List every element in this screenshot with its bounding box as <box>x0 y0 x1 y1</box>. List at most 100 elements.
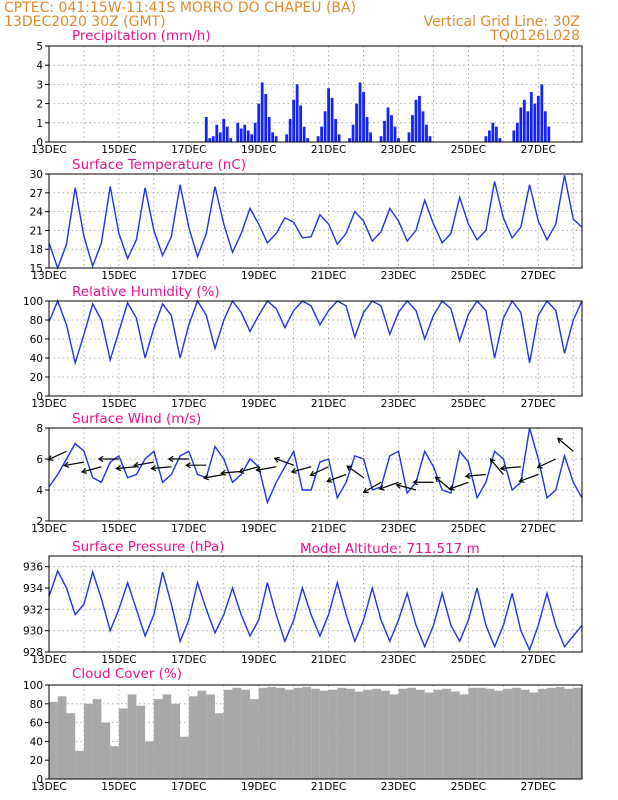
cloud-cover-bar <box>258 687 268 779</box>
precip-bar <box>204 117 208 142</box>
wind-arrow <box>412 479 434 486</box>
pressure-ytick-label: 934 <box>23 583 43 595</box>
cloud-cover-panel: 0 20 40 60 80 100 13DEC 15DEC 17DEC 19DEC 21DEC 23D… <box>23 666 583 793</box>
wind-arrow <box>499 465 521 472</box>
humidity-series-line <box>48 299 583 366</box>
wind-arrow <box>448 481 469 491</box>
precip-bar <box>519 107 523 142</box>
cloud-cover-bar <box>136 705 146 779</box>
wind-series-line <box>48 427 583 505</box>
precip-bar <box>320 126 324 142</box>
cloud-cover-bar <box>83 703 93 779</box>
temperature-ytick-label: 18 <box>30 244 43 256</box>
cloud-cover-bar <box>415 689 425 779</box>
wind-arrow <box>255 466 277 473</box>
wind-arrow <box>80 466 102 474</box>
precip-bar <box>246 130 250 142</box>
cloud-cover-bar <box>223 689 233 779</box>
cloud-cover-bar <box>293 687 303 779</box>
precip-bar <box>522 99 526 142</box>
wind-arrow <box>150 465 172 472</box>
wind-ytick-label: 2 <box>36 516 43 528</box>
wind-arrow <box>290 466 312 474</box>
cloud-cover-bar <box>101 722 111 779</box>
wind-arrow <box>309 466 329 477</box>
wind-arrow <box>63 461 85 468</box>
cloud-cover-bar <box>57 696 67 779</box>
cloud-cover-bar <box>477 687 486 779</box>
humidity-panel: 0 20 40 60 80 100 13DEC 15DEC 17DEC 19DEC 21DEC 23D… <box>23 284 583 410</box>
cloud-cover-bar <box>381 690 390 779</box>
precip-bar <box>543 111 547 142</box>
cloud-cover-bar <box>547 687 556 779</box>
precipitation-panel: 0 1 2 3 4 5 13DEC 15DEC 17DEC 19DEC 21DEC 23DEC 25DE… <box>31 28 583 156</box>
precip-bar <box>515 122 519 142</box>
temperature-title: Surface Temperature (nC) <box>72 157 246 173</box>
precip-bar <box>536 95 540 142</box>
cloud-cover-bar <box>372 688 382 779</box>
humidity-xtick-label: 23DEC <box>381 398 416 410</box>
precipitation-xtick-label: 27DEC <box>521 144 556 156</box>
header-date: 13DEC2020 30Z (GMT) <box>4 14 166 30</box>
cloud-cover-bar <box>520 689 530 779</box>
pressure-xtick-label: 13DEC <box>31 654 66 666</box>
cloud-cover-bar <box>319 690 329 779</box>
cloud-cover-bar <box>407 687 416 779</box>
precipitation-xtick-label: 17DEC <box>171 144 206 156</box>
wind-xtick-label: 25DEC <box>451 523 486 535</box>
cloud-cover-bar <box>503 688 513 779</box>
cloud-cover-bar <box>564 688 574 779</box>
humidity-xtick-label: 17DEC <box>171 398 206 410</box>
pressure-ytick-label: 928 <box>23 647 43 659</box>
temperature-xtick-label: 17DEC <box>171 270 206 282</box>
wind-arrow <box>47 450 67 461</box>
cloud-cover-bar <box>197 690 207 779</box>
cloud-cover-bar <box>249 699 259 779</box>
cloud-cover-bar <box>459 694 469 779</box>
precip-bar <box>222 118 226 142</box>
cloud-cover-title: Cloud Cover (%) <box>72 666 182 682</box>
wind-arrow <box>167 455 189 463</box>
wind-arrow <box>273 456 294 466</box>
cloud-cover-bar <box>276 687 285 779</box>
pressure-ytick-label: 930 <box>23 626 43 638</box>
precipitation-ytick-label: 3 <box>36 79 43 91</box>
cloud-cover-bar <box>389 694 399 779</box>
cloud-cover-bar <box>302 686 312 779</box>
precip-bar <box>316 136 320 142</box>
precip-bar <box>414 99 418 142</box>
precip-bar <box>257 103 261 142</box>
wind-arrow <box>434 476 452 491</box>
humidity-ytick-label: 80 <box>30 315 43 327</box>
wind-xtick-label: 23DEC <box>381 523 416 535</box>
cloud-cover-xtick-label: 25DEC <box>451 781 486 793</box>
precip-bar <box>533 103 537 142</box>
precipitation-ytick-label: 0 <box>36 137 43 149</box>
cloud-cover-bar <box>145 741 154 779</box>
humidity-xtick-label: 15DEC <box>101 398 136 410</box>
precip-bar <box>348 138 351 142</box>
wind-arrow <box>133 461 154 468</box>
precip-bar <box>355 103 358 142</box>
pressure-ytick-label: 936 <box>23 562 43 574</box>
wind-arrow <box>489 458 504 475</box>
precip-bar <box>393 126 397 142</box>
precip-bar <box>386 107 390 142</box>
pressure-xtick-label: 15DEC <box>101 654 136 666</box>
precip-bar <box>390 115 393 142</box>
wind-xtick-label: 17DEC <box>171 523 206 535</box>
precipitation-ytick-label: 5 <box>36 41 43 53</box>
cloud-cover-xtick-label: 21DEC <box>311 781 346 793</box>
cloud-cover-xtick-label: 17DEC <box>171 781 206 793</box>
precip-bar <box>250 134 254 142</box>
precip-bar <box>498 138 502 142</box>
precipitation-xtick-label: 15DEC <box>101 144 136 156</box>
pressure-xtick-label: 27DEC <box>521 654 556 666</box>
precipitation-xtick-label: 25DEC <box>451 144 486 156</box>
header-model-code: TQ0126L028 <box>489 28 580 44</box>
wind-arrow <box>518 473 539 483</box>
wind-arrow <box>346 465 364 479</box>
pressure-ytick-label: 932 <box>23 604 43 616</box>
precip-bar <box>491 122 495 142</box>
cloud-cover-bar <box>494 690 504 779</box>
